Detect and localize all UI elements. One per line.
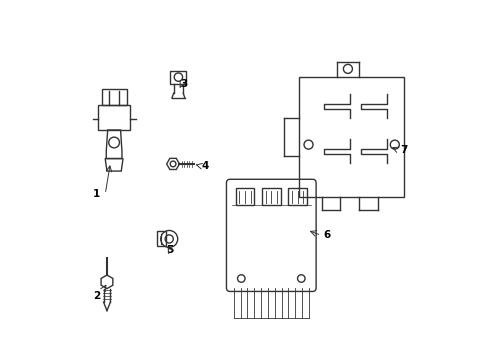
Text: 2: 2: [93, 291, 100, 301]
Text: 3: 3: [180, 78, 187, 89]
Text: 1: 1: [93, 189, 100, 199]
Text: 4: 4: [201, 161, 208, 171]
Text: 7: 7: [399, 145, 407, 155]
Text: 6: 6: [323, 230, 330, 240]
Text: 5: 5: [165, 245, 173, 255]
